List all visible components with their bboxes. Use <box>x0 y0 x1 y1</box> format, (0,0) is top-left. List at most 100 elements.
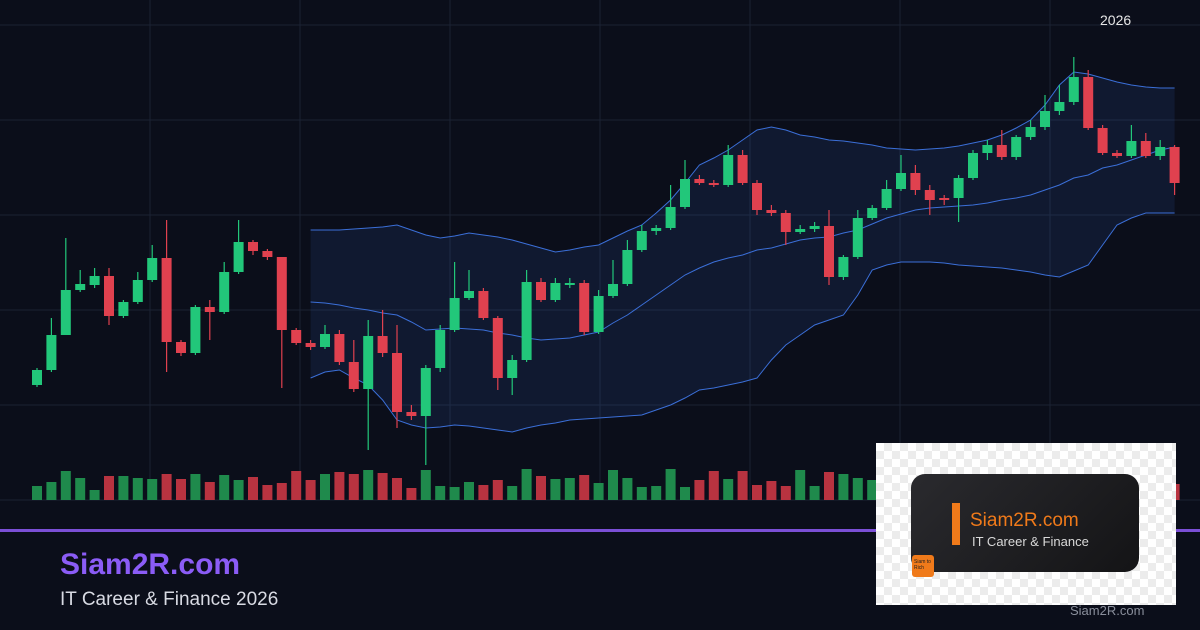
candle-body <box>694 179 705 183</box>
candle-body <box>248 242 258 251</box>
candle-body <box>377 336 388 353</box>
volume-bar <box>564 478 575 500</box>
volume-bar <box>161 474 172 500</box>
candle-body <box>896 173 906 189</box>
volume-bar <box>118 476 129 500</box>
candle-body <box>161 258 172 342</box>
volume-bar <box>521 469 532 500</box>
volume-bar <box>464 482 474 500</box>
volume-bar <box>809 486 820 500</box>
candle-body <box>46 335 57 370</box>
footer-url: Siam2R.com <box>1070 603 1145 618</box>
volume-bar <box>723 479 734 500</box>
candle-body <box>881 189 892 208</box>
volume-bar <box>75 478 86 500</box>
volume-bar <box>392 478 402 500</box>
volume-bar <box>852 478 863 500</box>
volume-bar <box>219 475 230 500</box>
candle-body <box>579 283 590 332</box>
volume-bar <box>752 485 762 500</box>
candle-body <box>176 342 186 353</box>
volume-bar <box>32 486 42 500</box>
candle-body <box>780 213 791 232</box>
volume-bar <box>89 490 100 500</box>
volume-bar <box>334 472 345 500</box>
candle-body <box>1126 141 1137 156</box>
candle-body <box>1011 137 1022 157</box>
candle-body <box>968 153 978 178</box>
volume-bar <box>507 486 518 500</box>
candle-body <box>939 198 950 200</box>
candle-body <box>291 330 302 343</box>
candle-body <box>75 284 86 290</box>
annotation: 2026 <box>1100 12 1132 28</box>
candle-body <box>1040 111 1050 127</box>
volume-bar <box>608 470 618 500</box>
volume-bar <box>824 472 834 500</box>
volume-bar <box>377 473 388 500</box>
volume-bar <box>622 478 633 500</box>
candle-body <box>636 231 647 250</box>
candle-body <box>449 298 460 330</box>
volume-bar <box>132 478 143 500</box>
candle-body <box>507 360 518 378</box>
candle-body <box>1112 153 1122 156</box>
candle-body <box>118 302 129 316</box>
candle-body <box>60 290 71 335</box>
candle-body <box>464 291 474 298</box>
candle-body <box>276 257 287 330</box>
candle-body <box>1155 147 1166 156</box>
candle-body <box>190 307 201 353</box>
candle-body <box>723 155 734 185</box>
candle-body <box>852 218 863 257</box>
card-title: Siam2R.com <box>970 510 1079 531</box>
volume-bar <box>737 471 748 500</box>
candle-body <box>521 282 532 360</box>
volume-bar <box>708 471 719 500</box>
volume-bar <box>190 474 201 500</box>
volume-bar <box>348 474 359 500</box>
candle-body <box>593 296 604 332</box>
candle-body <box>320 334 330 347</box>
brand-subtitle: IT Career & Finance 2026 <box>60 589 279 610</box>
candle-body <box>1140 141 1151 156</box>
volume-bar <box>867 480 878 500</box>
candle-body <box>824 226 834 277</box>
volume-bar <box>204 482 215 500</box>
volume-bar <box>305 480 316 500</box>
volume-bar <box>478 485 489 500</box>
candle-body <box>104 276 114 316</box>
card-subtitle: IT Career & Finance <box>972 534 1089 549</box>
candle-body <box>1169 147 1180 183</box>
candle-body <box>665 207 676 228</box>
candle-body <box>996 145 1007 157</box>
volume-bar <box>694 480 705 500</box>
volume-bar <box>435 486 446 500</box>
volume-bar <box>795 470 806 500</box>
candle-body <box>406 412 417 416</box>
volume-bar <box>406 488 417 500</box>
volume-bar <box>449 487 460 500</box>
candle-body <box>305 343 316 347</box>
candle-body <box>550 283 561 300</box>
candle-body <box>132 280 143 302</box>
candle-body <box>233 242 244 272</box>
candle-body <box>910 173 921 190</box>
volume-bar <box>104 476 114 500</box>
candle-body <box>708 183 719 185</box>
candle-body <box>334 334 345 362</box>
candle-body <box>1054 102 1065 111</box>
brand-card: Siam2R.com IT Career & Finance Siam to R… <box>876 443 1176 605</box>
candle-body <box>953 178 964 198</box>
volume-bar <box>593 483 604 500</box>
volume-bar <box>838 474 849 500</box>
candle-body <box>1025 127 1036 137</box>
candle-body <box>262 251 273 257</box>
candle-body <box>752 183 762 210</box>
volume-bar <box>665 469 676 500</box>
candle-body <box>795 229 806 232</box>
candle-body <box>1068 77 1079 102</box>
candle-body <box>32 370 42 385</box>
candle-body <box>924 190 935 200</box>
